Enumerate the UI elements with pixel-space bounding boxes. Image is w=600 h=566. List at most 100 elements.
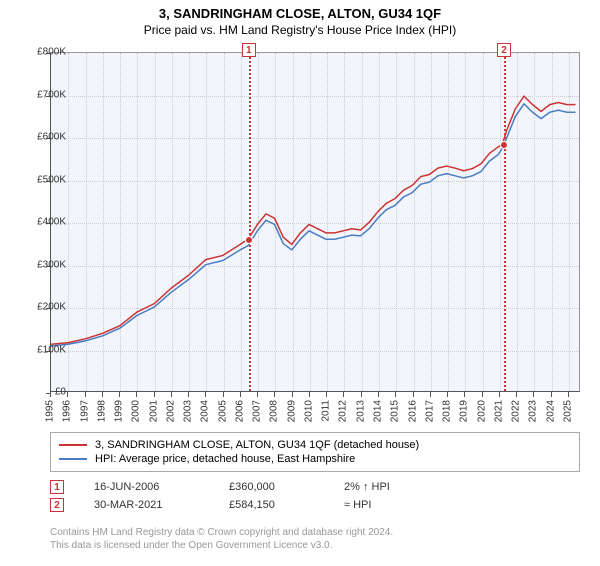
x-axis-label: 1998 (96, 400, 107, 422)
x-tick (361, 392, 362, 397)
y-axis-label: £300K (37, 259, 66, 270)
x-axis-label: 1997 (79, 400, 90, 422)
x-tick (67, 392, 68, 397)
x-tick (413, 392, 414, 397)
x-axis-label: 2003 (183, 400, 194, 422)
x-axis-label: 2020 (476, 400, 487, 422)
x-tick (482, 392, 483, 397)
legend-swatch (59, 444, 87, 446)
x-axis-label: 2021 (493, 400, 504, 422)
x-tick (136, 392, 137, 397)
y-axis-label: £700K (37, 89, 66, 100)
marker-label-1: 1 (242, 43, 256, 57)
x-axis-label: 2001 (148, 400, 159, 422)
x-tick (343, 392, 344, 397)
x-tick (171, 392, 172, 397)
transaction-marker: 2 (50, 498, 64, 512)
footer-line-2: This data is licensed under the Open Gov… (50, 539, 580, 552)
y-axis-label: £400K (37, 217, 66, 228)
x-axis-label: 2018 (442, 400, 453, 422)
x-tick (154, 392, 155, 397)
x-tick (378, 392, 379, 397)
marker-dot-2 (500, 141, 508, 149)
transaction-date: 16-JUN-2006 (94, 481, 199, 493)
legend-label: 3, SANDRINGHAM CLOSE, ALTON, GU34 1QF (d… (95, 439, 419, 451)
transaction-price: £360,000 (229, 481, 314, 493)
x-tick (395, 392, 396, 397)
x-tick (292, 392, 293, 397)
x-axis-label: 2000 (131, 400, 142, 422)
transaction-row: 2 30-MAR-2021 £584,150 ≈ HPI (50, 498, 580, 512)
x-tick (102, 392, 103, 397)
x-axis-label: 2009 (286, 400, 297, 422)
x-axis-label: 2010 (303, 400, 314, 422)
x-tick (119, 392, 120, 397)
footer-line-1: Contains HM Land Registry data © Crown c… (50, 526, 580, 539)
x-axis-label: 2025 (562, 400, 573, 422)
x-tick (516, 392, 517, 397)
x-tick (568, 392, 569, 397)
legend-label: HPI: Average price, detached house, East… (95, 453, 355, 465)
chart-lines (51, 53, 579, 392)
chart-title: 3, SANDRINGHAM CLOSE, ALTON, GU34 1QF (0, 6, 600, 21)
x-axis-label: 2017 (424, 400, 435, 422)
x-axis-label: 1999 (114, 400, 125, 422)
x-axis-label: 2008 (269, 400, 280, 422)
x-axis-label: 2019 (459, 400, 470, 422)
x-axis-label: 2014 (373, 400, 384, 422)
x-tick (447, 392, 448, 397)
x-axis-label: 2004 (200, 400, 211, 422)
legend-item: HPI: Average price, detached house, East… (59, 453, 571, 465)
x-tick (533, 392, 534, 397)
chart-plot-area: 12 (50, 52, 580, 392)
marker-label-2: 2 (497, 43, 511, 57)
x-tick (430, 392, 431, 397)
y-axis-label: £800K (37, 47, 66, 58)
x-tick (223, 392, 224, 397)
legend-item: 3, SANDRINGHAM CLOSE, ALTON, GU34 1QF (d… (59, 439, 571, 451)
y-axis-label: £200K (37, 302, 66, 313)
chart-legend: 3, SANDRINGHAM CLOSE, ALTON, GU34 1QF (d… (50, 432, 580, 472)
x-axis-label: 2011 (321, 400, 332, 422)
x-axis-label: 1996 (62, 400, 73, 422)
legend-swatch (59, 458, 87, 460)
x-axis-label: 2023 (528, 400, 539, 422)
x-tick (205, 392, 206, 397)
y-axis-label: £0 (55, 387, 66, 398)
x-tick (257, 392, 258, 397)
series-line-hpi (51, 104, 575, 346)
y-axis-label: £600K (37, 132, 66, 143)
transaction-delta: 2% ↑ HPI (344, 481, 424, 493)
x-axis-label: 2006 (234, 400, 245, 422)
x-axis-label: 1995 (45, 400, 56, 422)
transaction-delta: ≈ HPI (344, 499, 424, 511)
x-tick (240, 392, 241, 397)
x-axis-label: 2024 (545, 400, 556, 422)
x-axis-label: 2007 (252, 400, 263, 422)
marker-dot-1 (245, 236, 253, 244)
x-axis-label: 2013 (355, 400, 366, 422)
series-line-property (51, 96, 575, 344)
y-axis-label: £500K (37, 174, 66, 185)
x-tick (309, 392, 310, 397)
transaction-date: 30-MAR-2021 (94, 499, 199, 511)
marker-line-1 (249, 53, 251, 391)
x-tick (464, 392, 465, 397)
x-axis-label: 2015 (390, 400, 401, 422)
x-tick (85, 392, 86, 397)
transactions-table: 1 16-JUN-2006 £360,000 2% ↑ HPI 2 30-MAR-2021… (50, 476, 580, 516)
x-axis-label: 2016 (407, 400, 418, 422)
transaction-marker: 1 (50, 480, 64, 494)
x-axis-label: 2002 (165, 400, 176, 422)
x-tick (499, 392, 500, 397)
x-tick (274, 392, 275, 397)
footer-attribution: Contains HM Land Registry data © Crown c… (50, 526, 580, 552)
x-axis-label: 2012 (338, 400, 349, 422)
x-tick (551, 392, 552, 397)
x-tick (326, 392, 327, 397)
x-tick (50, 392, 51, 397)
x-tick (188, 392, 189, 397)
x-axis-label: 2005 (217, 400, 228, 422)
transaction-price: £584,150 (229, 499, 314, 511)
x-axis-label: 2022 (511, 400, 522, 422)
